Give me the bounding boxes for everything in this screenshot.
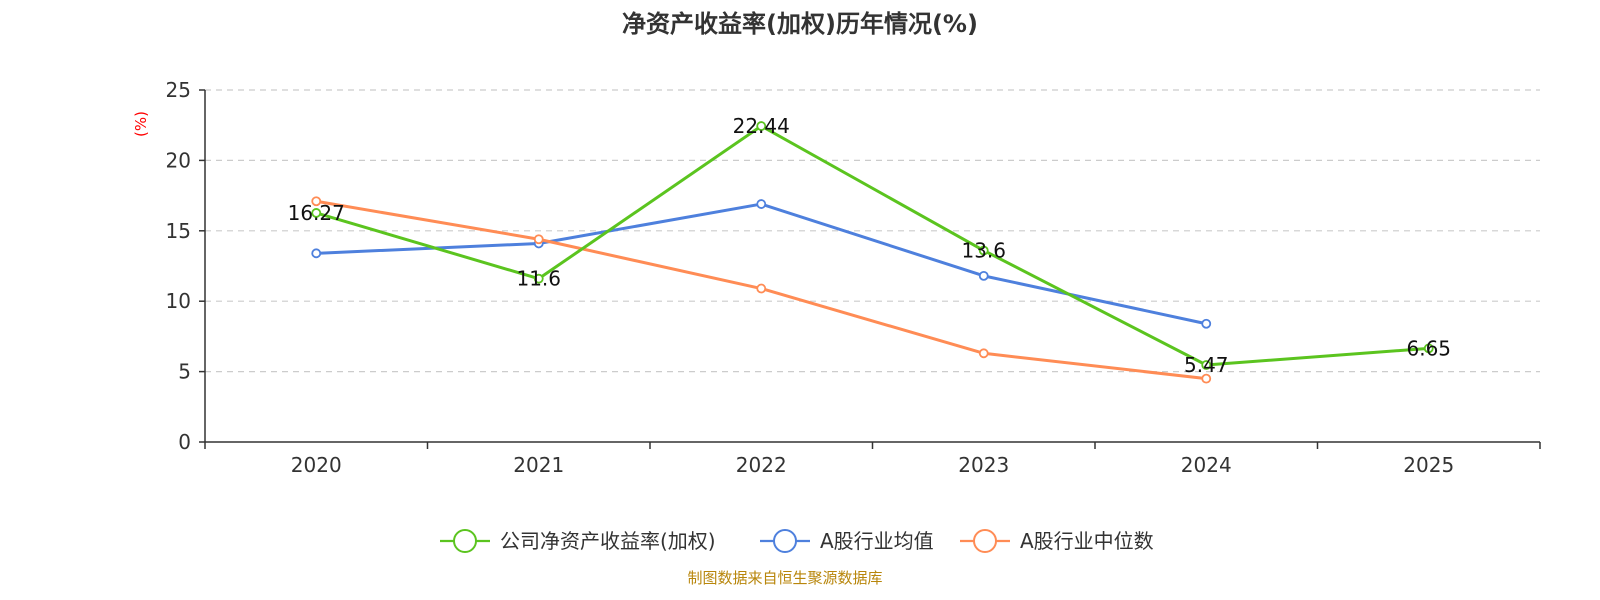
y-tick-label: 25	[166, 78, 191, 102]
data-label-2022: 22.44	[733, 114, 790, 138]
data-label-2023: 13.6	[961, 239, 1006, 263]
x-tick-label-2021: 2021	[513, 453, 564, 477]
x-tick-label-2022: 2022	[736, 453, 787, 477]
x-tick-label-2023: 2023	[958, 453, 1009, 477]
point-0-2024	[1201, 360, 1212, 370]
data-label-2025: 6.65	[1406, 336, 1451, 360]
legend-marker	[773, 529, 797, 553]
point-2-2020	[311, 196, 322, 207]
source-note: 制图数据来自恒生聚源数据库	[687, 569, 882, 587]
point-2-2023	[978, 348, 989, 359]
y-tick-label: 10	[166, 289, 191, 313]
y-tick-label: 20	[166, 148, 191, 172]
legend-marker	[973, 529, 997, 553]
legend-item-1[interactable]: A股行业均值	[760, 529, 934, 553]
x-tick-label-2024: 2024	[1181, 453, 1232, 477]
legend: 公司净资产收益率(加权) A股行业均值 A股行业中位数	[440, 529, 1154, 553]
x-tick-label-2020: 2020	[291, 453, 342, 477]
data-label-2020: 16.27	[288, 201, 345, 225]
point-2-2024	[1201, 373, 1212, 384]
series-line-1	[316, 202, 1207, 326]
series-line-0	[315, 124, 1429, 367]
x-tick-label-2025: 2025	[1403, 453, 1454, 477]
y-axis-unit: (%)	[132, 111, 150, 137]
point-1-2023	[978, 270, 989, 281]
legend-item-2[interactable]: A股行业中位数	[960, 529, 1154, 553]
point-0-2022	[756, 121, 767, 131]
data-label-2021: 11.6	[516, 267, 561, 291]
point-0-2025	[1423, 343, 1434, 354]
grid-lines	[205, 89, 1540, 373]
series-lines	[311, 121, 1434, 384]
point-1-2022	[756, 199, 767, 209]
legend-label: A股行业中位数	[1020, 529, 1154, 553]
point-0-2023	[978, 245, 989, 256]
y-tick-label: 0	[178, 430, 191, 454]
point-2-2021	[533, 234, 544, 245]
data-labels: 16.27 11.6 22.44 13.6 5.47 6.65	[288, 114, 1451, 377]
legend-item-0[interactable]: 公司净资产收益率(加权)	[440, 529, 716, 553]
point-1-2024	[1201, 318, 1212, 329]
legend-marker	[453, 529, 477, 553]
point-0-2021	[533, 273, 544, 284]
legend-label: A股行业均值	[820, 529, 934, 553]
y-tick-label: 15	[166, 219, 191, 243]
point-2-2022	[756, 283, 767, 294]
chart-title: 净资产收益率(加权)历年情况(%)	[622, 10, 978, 38]
data-label-2024: 5.47	[1184, 353, 1229, 377]
y-tick-label: 5	[178, 360, 191, 384]
legend-label: 公司净资产收益率(加权)	[500, 529, 716, 553]
point-0-2020	[311, 208, 322, 218]
point-1-2020	[311, 248, 322, 259]
